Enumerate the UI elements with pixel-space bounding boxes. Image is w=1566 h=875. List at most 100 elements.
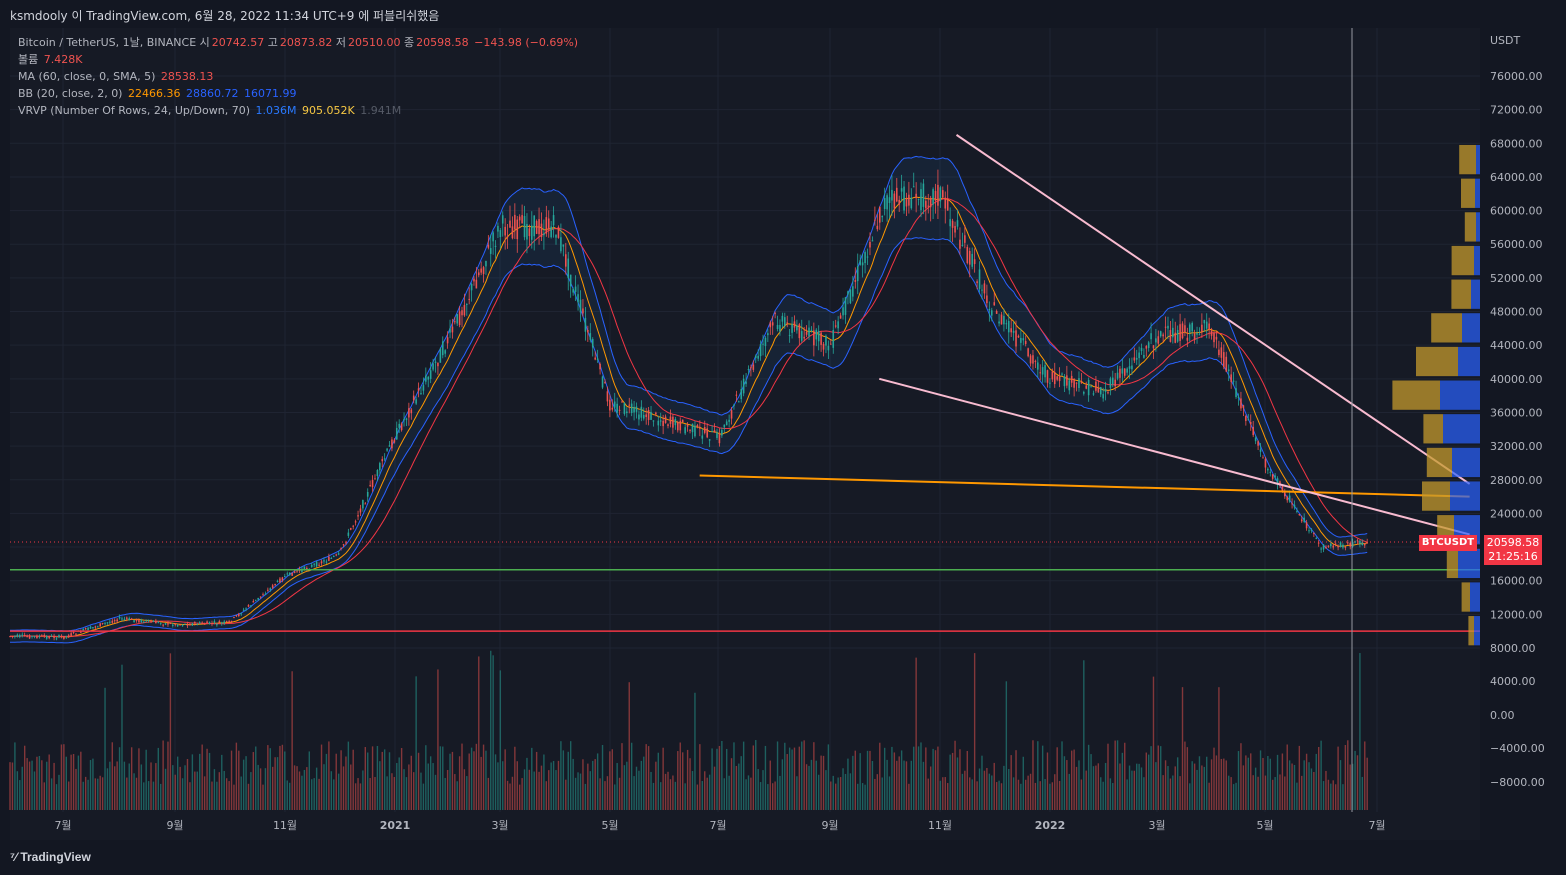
x-tick-label: 3월 [1148,819,1165,832]
candle-body [538,219,540,235]
y-tick-label: 40000.00 [1490,373,1543,386]
candle-body [1083,391,1085,394]
volume-bar [1100,777,1102,810]
candle-body [121,618,123,620]
volume-bar [640,760,643,810]
candle-body [1123,368,1126,376]
volume-bar [526,757,528,810]
volume-bar [1228,775,1230,810]
candle-body [944,197,947,209]
tradingview-logo[interactable]: ⁷⁄ TradingView [10,850,91,864]
volume-bar [276,757,279,810]
candle-body [1010,328,1012,333]
volume-bar [1176,757,1179,810]
volume-bar [1068,773,1070,810]
volume-bar [915,657,917,810]
volume-bar [562,750,565,810]
volume-bar [738,763,740,810]
candle-body [458,311,461,326]
candle-body [616,403,618,413]
candle-body [320,561,323,564]
candle-body [798,324,801,339]
candle-body [681,419,684,423]
volume-bar [405,777,408,810]
volume-bar [509,783,511,810]
volume-bar [781,759,784,810]
candle-body [1210,330,1213,336]
candle-body [1351,541,1354,547]
chart-area[interactable] [10,28,1480,840]
volume-bar [400,748,403,810]
volume-bar [16,771,19,810]
volume-bar [1044,779,1046,810]
candle-body [1131,365,1133,370]
candle-body [354,521,357,523]
candle-body [699,427,701,429]
candle-body [1327,545,1330,547]
volume-bar [504,749,506,810]
candle-body [313,563,315,565]
volume-bar [1020,783,1022,810]
volume-bar [388,752,391,810]
candle-body [376,469,379,476]
candle-body [434,361,437,363]
candle-body [552,215,555,226]
volume-bar [771,783,774,810]
volume-bar [296,766,298,810]
volume-bar [284,751,286,810]
candle-body [613,401,616,408]
volume-bar [1085,770,1087,810]
symbol-label[interactable]: Bitcoin / TetherUS, 1날, BINANCE [18,36,197,49]
bb-label[interactable]: BB (20, close, 2, 0) [18,87,123,100]
candle-body [449,328,451,333]
volume-bar [506,780,509,810]
candle-body [1015,330,1017,347]
volume-bar [689,758,691,810]
y-tick-label: 16000.00 [1490,575,1543,588]
volume-bar [574,777,577,810]
candle-body [208,621,211,624]
candle-body [647,409,650,420]
volume-profile-down-bar [1422,481,1450,511]
volume-label[interactable]: 볼륨 [18,53,39,66]
volume-bar [160,783,162,810]
volume-bar [150,762,152,810]
candle-body [296,570,298,572]
candle-body [357,515,359,517]
candle-body [642,414,645,419]
volume-bar [201,744,203,810]
candle-body [494,245,497,247]
candle-body [883,198,886,210]
candle-body [1313,532,1315,534]
candle-body [686,424,689,427]
volume-bar [444,777,446,810]
volume-bar [652,782,655,810]
volume-bar [1218,687,1220,810]
volume-bar [340,750,342,810]
vrvp-label[interactable]: VRVP (Number Of Rows, 24, Up/Down, 70) [18,104,251,117]
volume-bar [383,749,386,810]
volume-bar [1293,764,1296,810]
volume-bar [437,669,439,810]
candle-body [1034,360,1037,362]
candle-body [152,621,155,623]
volume-bar [77,755,80,810]
volume-bar [313,778,315,810]
candle-body [150,621,152,623]
candle-body [75,633,77,635]
volume-bar [291,671,293,810]
candle-body [1111,377,1114,385]
volume-bar [1315,753,1317,810]
volume-bar [118,747,121,810]
candle-body [956,220,959,227]
ma-label[interactable]: MA (60, close, 0, SMA, 5) [18,70,156,83]
volume-bar [101,777,104,810]
volume-bar [949,754,951,810]
candle-body [1051,371,1054,380]
volume-bar [1337,746,1339,810]
candle-body [1150,333,1152,340]
volume-profile-down-bar [1423,414,1443,444]
volume-profile-down-bar [1459,144,1476,175]
candle-body [1252,426,1254,436]
